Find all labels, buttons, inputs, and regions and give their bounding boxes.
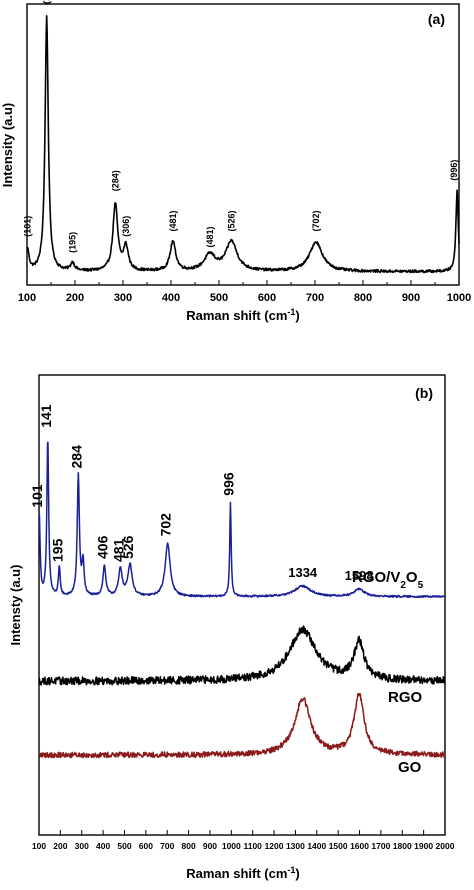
x-tick-label: 500 <box>210 292 228 304</box>
x-tick-label: 500 <box>117 841 131 851</box>
series-label-rgo: RGO <box>388 689 423 706</box>
series-line-a <box>26 15 460 274</box>
series-label-rgo-v2o5-main: RGO/V <box>352 569 400 586</box>
x-tick-label: 600 <box>258 292 276 304</box>
peak-label: 526 <box>120 535 136 559</box>
series-label-rgo-v2o5: RGO/V2O5 <box>352 569 424 591</box>
series-line-rgo <box>38 625 446 686</box>
peak-label: (141) <box>42 0 52 4</box>
peak-label: 702 <box>158 513 174 537</box>
peak-label: 1334 <box>288 565 318 580</box>
series-line-go <box>38 692 446 759</box>
peak-label: (702) <box>311 210 321 231</box>
chart-panel-a: 100 200 300 400 500 600 700 800 900 1000 (101) (14… <box>0 0 471 323</box>
peak-label: 141 <box>38 404 54 428</box>
x-tick-label: 1100 <box>243 841 262 851</box>
x-tick-label: 1000 <box>222 841 241 851</box>
x-tick-label: 400 <box>96 841 110 851</box>
x-tick-label: 300 <box>114 292 132 304</box>
x-tick-label: 2000 <box>436 841 455 851</box>
y-axis-title-a: Intensity (a.u) <box>0 103 15 188</box>
series-label-rgo-v2o5-sub1: 2 <box>400 580 406 591</box>
x-tick-label: 1200 <box>265 841 284 851</box>
x-tick-label: 100 <box>32 841 46 851</box>
peak-label: (101) <box>23 216 33 237</box>
x-tick-label: 400 <box>162 292 180 304</box>
x-tick-label: 900 <box>402 292 420 304</box>
peak-label: 481 <box>110 538 126 562</box>
x-axis-title-b-sup: -1 <box>287 865 295 875</box>
series-label-rgo-v2o5-mid: O <box>406 569 418 586</box>
x-tick-label: 900 <box>203 841 217 851</box>
peak-label: (996) <box>449 160 459 181</box>
annotations-a: (101) (141) (195) (284) (306) (481) (481) (526)… <box>23 0 460 253</box>
x-tick-label: 1900 <box>414 841 433 851</box>
x-tick-label: 1300 <box>286 841 305 851</box>
x-axis-title-a-sup: -1 <box>287 307 295 317</box>
x-ticks-b: 100 200 300 400 500 600 700 800 900 1000 1100 1200 1… <box>32 830 455 851</box>
x-axis-title-a: Raman shift (cm-1) <box>186 307 300 323</box>
x-tick-label: 600 <box>139 841 153 851</box>
x-tick-label: 700 <box>306 292 324 304</box>
x-axis-title-a-main: Raman shift (cm <box>186 308 287 323</box>
peak-label: 996 <box>221 472 237 496</box>
x-tick-label: 100 <box>18 292 36 304</box>
y-axis-title-b: Intensty (a.u) <box>8 565 23 646</box>
x-tick-label: 700 <box>160 841 174 851</box>
panel-label-b: (b) <box>415 385 433 401</box>
peak-label: (284) <box>110 170 120 191</box>
x-axis-title-a-end: ) <box>295 308 299 323</box>
x-tick-label: 1800 <box>393 841 412 851</box>
x-tick-label: 200 <box>66 292 84 304</box>
series-label-go: GO <box>398 759 422 776</box>
peak-label: (306) <box>121 216 131 237</box>
peak-label: (526) <box>227 210 237 231</box>
x-tick-label: 300 <box>75 841 89 851</box>
series-line-rgo-v2o5 <box>38 441 446 599</box>
x-tick-label: 1000 <box>447 292 471 304</box>
x-axis-title-b: Raman shift (cm-1) <box>186 865 300 881</box>
panel-label-a: (a) <box>428 11 445 27</box>
x-tick-label: 1600 <box>350 841 369 851</box>
series-group-a <box>26 15 460 274</box>
series-label-rgo-v2o5-sub2: 5 <box>418 580 424 591</box>
x-tick-label: 800 <box>181 841 195 851</box>
peak-label: 1598 <box>345 568 374 583</box>
x-tick-label: 1400 <box>307 841 326 851</box>
chart-panel-b: 100 200 300 400 500 600 700 800 900 1000 1100 1200 1… <box>8 374 455 881</box>
plot-frame-a <box>26 3 460 286</box>
series-group-b <box>38 441 446 759</box>
peak-label: 284 <box>68 445 84 469</box>
x-tick-label: 200 <box>53 841 67 851</box>
peak-label: (195) <box>68 232 78 253</box>
peak-label: (481) <box>205 226 215 247</box>
x-axis-title-b-main: Raman shift (cm <box>186 866 287 881</box>
plot-frame-b <box>38 374 446 836</box>
peak-label: (481) <box>168 210 178 231</box>
x-axis-title-b-end: ) <box>295 866 299 881</box>
peak-label: 406 <box>94 535 110 559</box>
x-tick-label: 1700 <box>371 841 390 851</box>
x-ticks-a: 100 200 300 400 500 600 700 800 900 1000 <box>18 280 471 304</box>
x-tick-label: 1500 <box>329 841 348 851</box>
x-tick-label: 800 <box>354 292 372 304</box>
peak-label: 101 <box>29 484 45 508</box>
peak-label: 195 <box>49 538 65 562</box>
